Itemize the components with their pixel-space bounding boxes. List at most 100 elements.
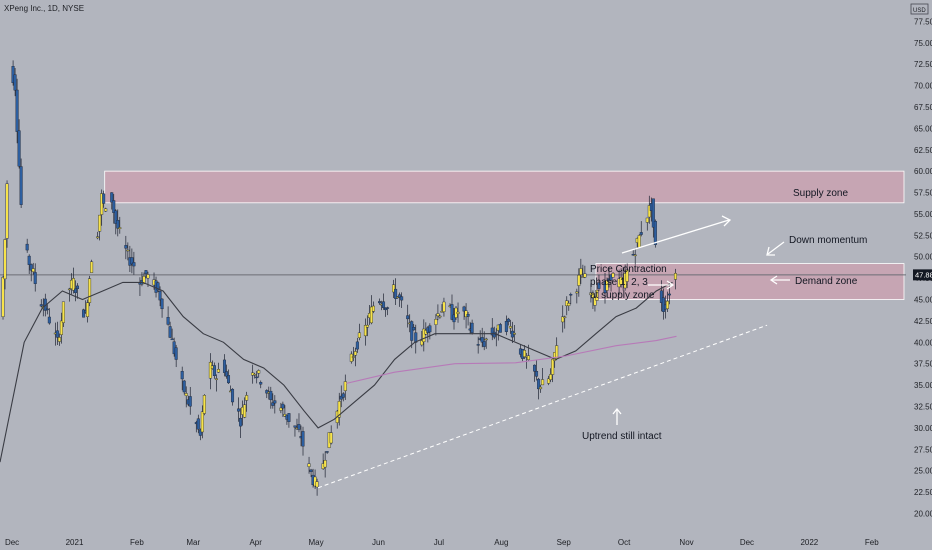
y-tick-label: 37.50	[914, 360, 932, 369]
candle-up	[527, 355, 531, 360]
candle-up	[88, 278, 92, 303]
x-tick-label: 2021	[66, 538, 84, 547]
candle-down	[382, 301, 386, 308]
candle-down	[13, 74, 17, 91]
candle-down	[470, 322, 474, 333]
supply-zone	[104, 170, 905, 204]
candle-up	[522, 350, 526, 358]
candle-up	[86, 302, 90, 317]
candle-down	[533, 364, 537, 372]
candle-down	[182, 380, 186, 393]
at-supply-zone-label: at supply zone	[590, 290, 655, 301]
candle-up	[98, 214, 102, 232]
candle-up	[645, 217, 649, 223]
candle-down	[114, 210, 118, 224]
price-axis[interactable]: 20.00 22.50 25.00 27.50 30.00 32.50 35.00 37.50…	[914, 17, 932, 518]
candle-up	[647, 205, 651, 218]
y-tick-label: 67.50	[914, 103, 932, 112]
candle-up	[512, 332, 516, 335]
candle-down	[33, 272, 37, 284]
candle-up	[243, 404, 247, 418]
candle-down	[174, 347, 178, 360]
candle-up	[442, 301, 446, 312]
arrow-down-momentum	[767, 241, 785, 255]
candle-up	[549, 374, 553, 380]
candle-down	[112, 200, 116, 213]
y-tick-label: 22.50	[914, 488, 932, 497]
candle-down	[25, 243, 29, 251]
candle-down	[102, 193, 106, 204]
time-axis[interactable]: Dec 2021 Feb Mar Apr May Jun Jul Aug Sep Oct Nov Dec…	[5, 538, 879, 547]
candle-up	[257, 370, 261, 374]
x-tick-label: Feb	[130, 538, 144, 547]
candle-up	[363, 325, 367, 337]
candle-up	[184, 393, 188, 396]
candle-down	[297, 424, 301, 430]
demand-zone	[595, 263, 905, 300]
candle-up	[353, 351, 357, 356]
x-tick-label: Feb	[865, 538, 879, 547]
candle-down	[450, 304, 454, 320]
candle-up	[561, 316, 565, 323]
candle-down	[341, 393, 345, 398]
y-tick-label: 70.00	[914, 82, 932, 91]
candle-up	[126, 249, 130, 252]
last-price-badge: 47.88	[913, 269, 932, 281]
candle-up	[279, 407, 283, 411]
candle-down	[73, 288, 77, 294]
uptrend-intact-label: Uptrend still intact	[582, 431, 662, 442]
candle-down	[412, 327, 416, 331]
moving-average-fast	[0, 281, 673, 463]
candle-down	[29, 264, 33, 271]
candle-down	[15, 89, 19, 132]
x-tick-label: 2022	[800, 538, 818, 547]
candle-down	[653, 220, 657, 245]
candle-down	[116, 220, 120, 229]
candle-up	[619, 276, 623, 285]
y-tick-label: 77.50	[914, 17, 932, 26]
candle-up	[343, 381, 347, 391]
candle-down	[609, 274, 613, 281]
candle-down	[130, 257, 134, 265]
candle-down	[273, 400, 277, 404]
candle-up	[422, 328, 426, 343]
candle-up	[456, 311, 460, 314]
candle-down	[537, 378, 541, 390]
x-tick-label: Aug	[494, 538, 508, 547]
y-tick-label: 75.00	[914, 39, 932, 48]
candle-down	[196, 418, 200, 430]
candle-down	[504, 320, 508, 332]
candle-up	[5, 183, 9, 239]
candle-up	[577, 274, 581, 286]
candle-down	[45, 308, 49, 311]
candle-up	[3, 239, 7, 280]
candle-down	[82, 309, 86, 318]
candle-up	[593, 297, 597, 306]
candle-up	[214, 378, 218, 381]
candle-down	[462, 306, 466, 312]
candle-up	[118, 227, 122, 229]
annotation-arrows	[612, 215, 790, 425]
candle-up	[371, 305, 375, 312]
x-tick-label: Jul	[434, 538, 444, 547]
candle-up	[90, 261, 94, 273]
candle-down	[222, 359, 226, 373]
x-tick-label: Dec	[740, 538, 754, 547]
candle-down	[482, 341, 486, 347]
candle-down	[110, 192, 114, 203]
candle-up	[146, 274, 150, 279]
candle-up	[329, 432, 333, 444]
x-tick-label: Apr	[249, 538, 262, 547]
candle-up	[464, 310, 468, 318]
candle-down	[265, 390, 269, 394]
candle-down	[293, 425, 297, 428]
candle-down	[384, 308, 388, 311]
candle-down	[378, 301, 382, 304]
candle-down	[287, 413, 291, 422]
currency-label: USD	[913, 8, 926, 14]
candle-up	[633, 254, 637, 257]
candle-up	[547, 378, 551, 384]
candle-down	[239, 417, 243, 427]
candle-down	[224, 371, 228, 377]
